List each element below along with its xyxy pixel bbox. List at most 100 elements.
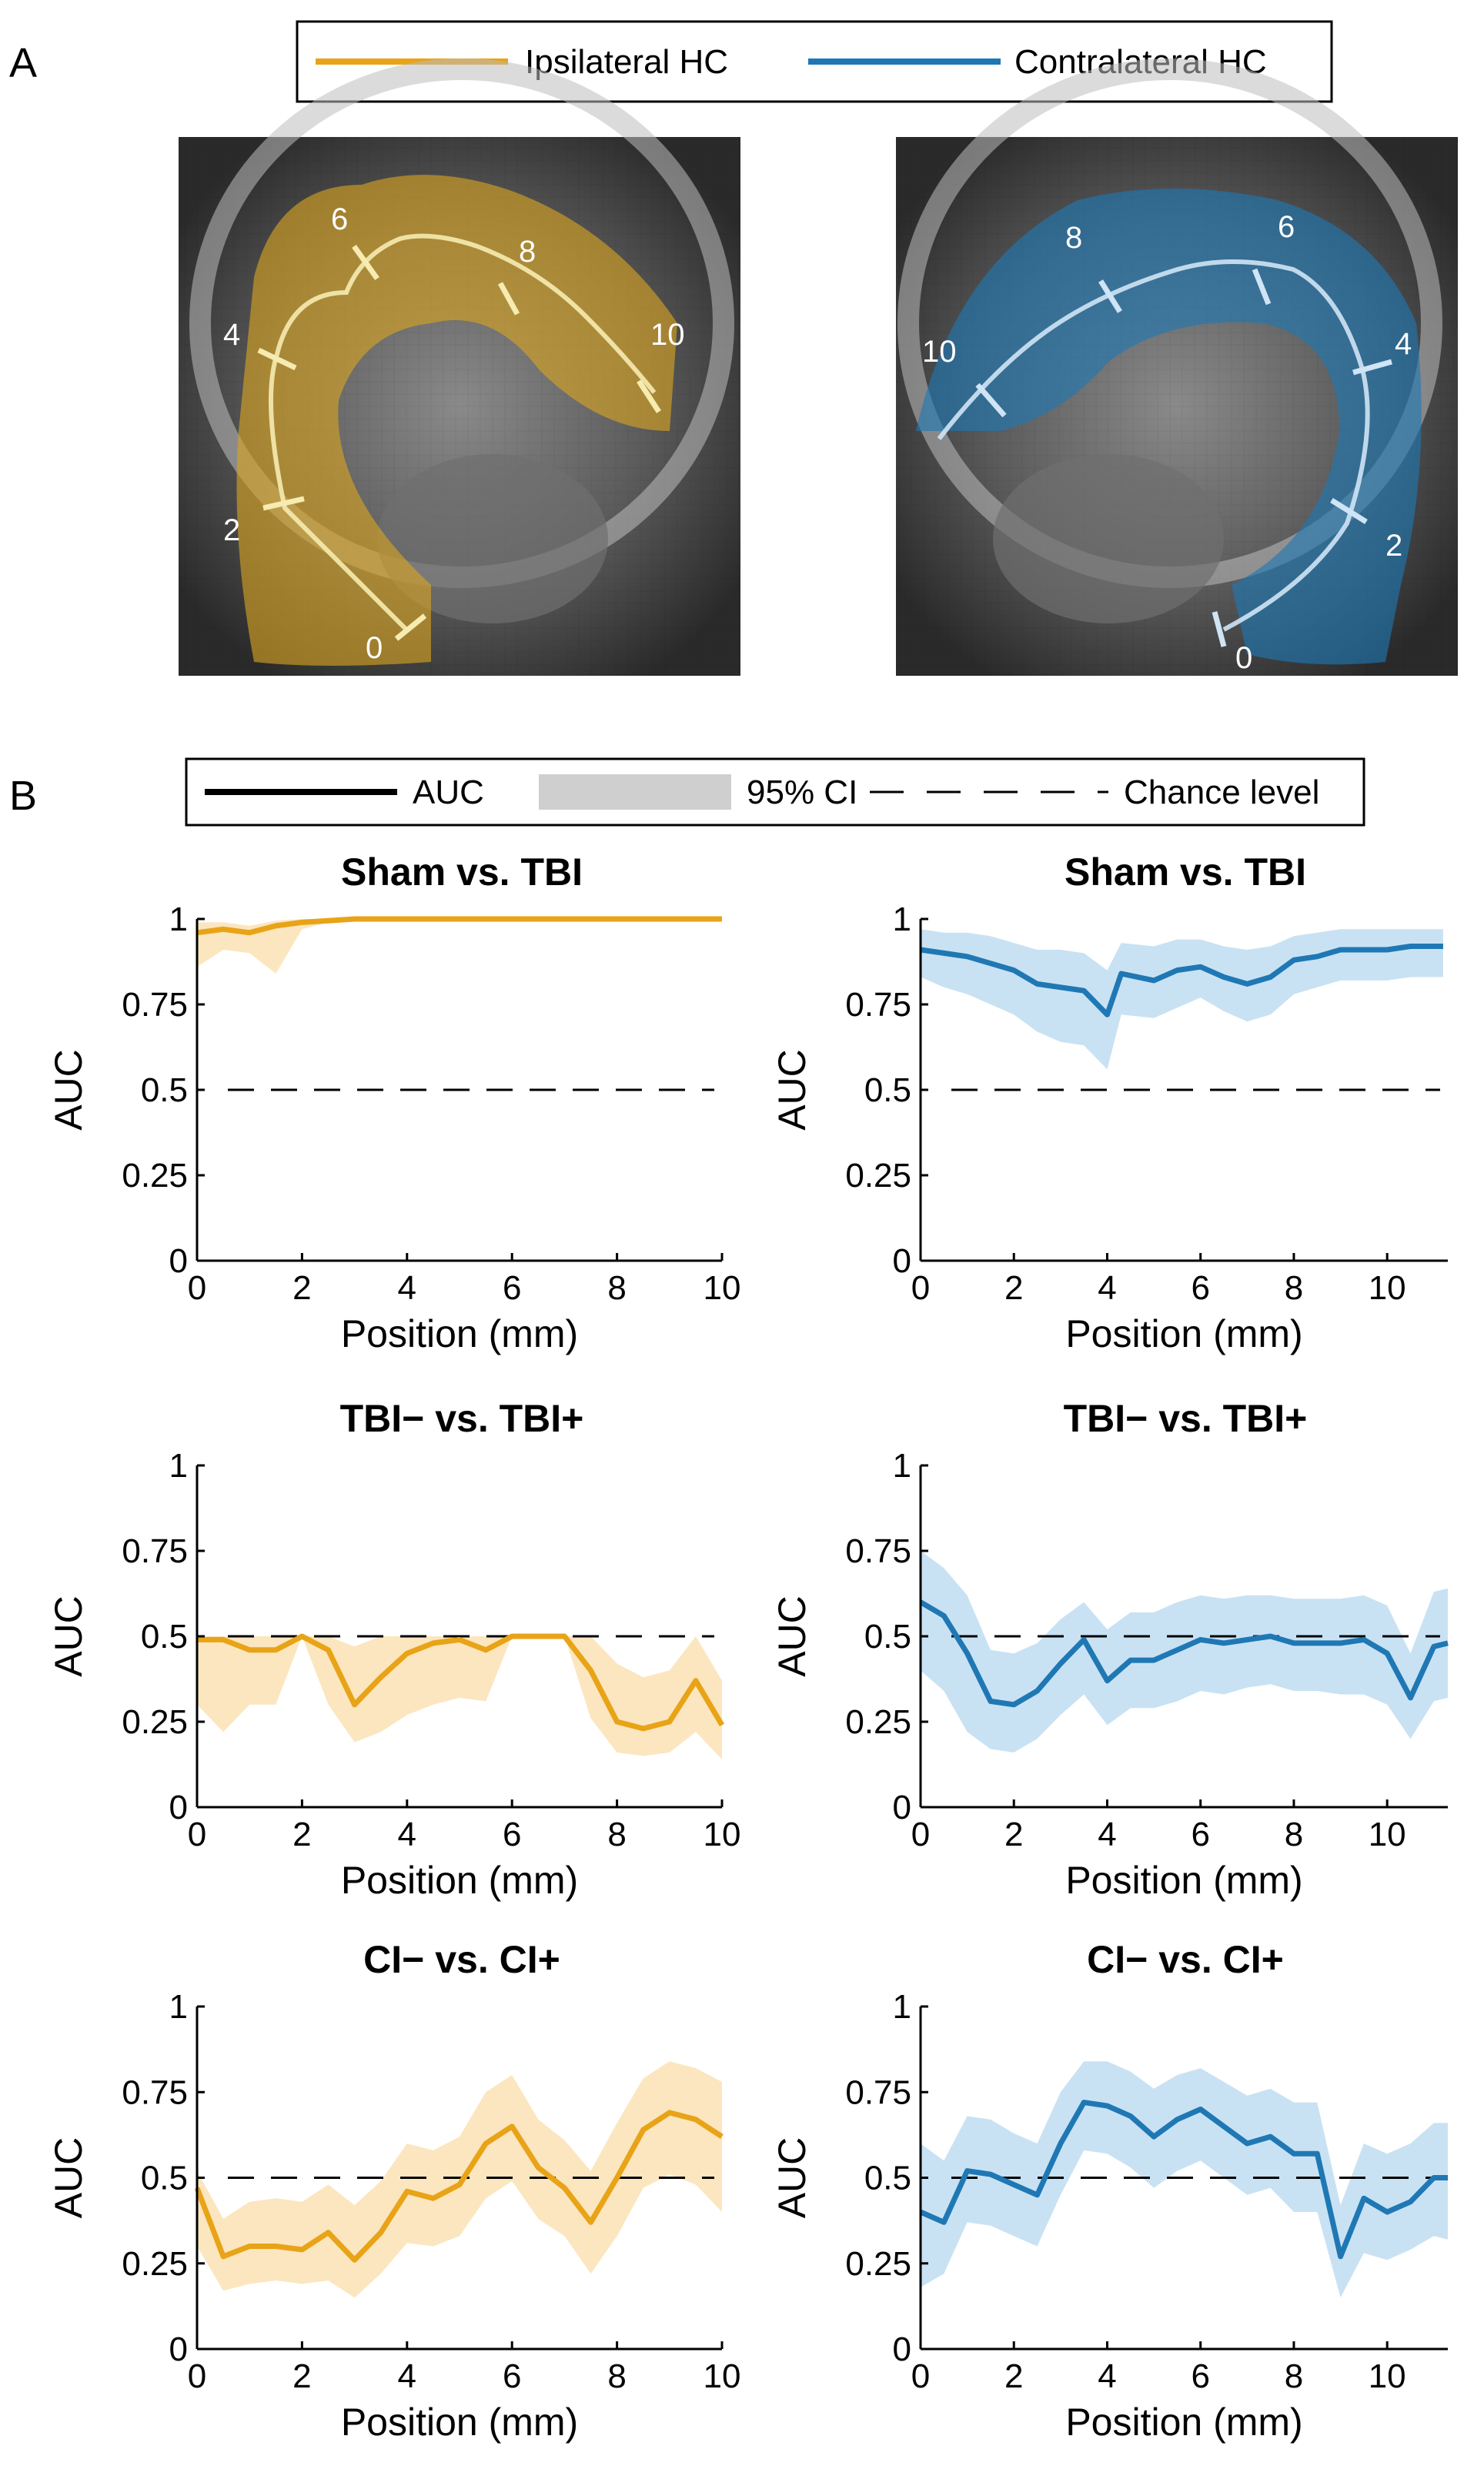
y-axis-label: AUC (47, 1049, 90, 1131)
x-tick-label: 10 (1369, 1816, 1406, 1853)
x-tick-label: 2 (1004, 1816, 1023, 1853)
y-tick-label: 0 (893, 2331, 911, 2368)
x-tick-label: 0 (188, 1816, 206, 1853)
x-tick-label: 0 (911, 1816, 930, 1853)
ci-band (197, 2061, 722, 2298)
ipsi-ticks (257, 244, 661, 641)
y-tick-label: 1 (893, 1988, 911, 2026)
x-axis-label: Position (mm) (1065, 2401, 1302, 2444)
y-tick-label: 1 (169, 901, 188, 938)
panel-b-letter: B (9, 773, 37, 819)
contra-hippocampus-overlay (916, 189, 1422, 665)
y-tick-label: 0.5 (864, 1071, 911, 1109)
y-tick-label: 0 (893, 1789, 911, 1826)
ipsi-centerline (269, 233, 657, 633)
ci-band (921, 2061, 1448, 2298)
contra-marker-0: 0 (1235, 641, 1252, 675)
chart-title: Sham vs. TBI (1065, 850, 1306, 894)
x-tick-label: 0 (911, 1269, 930, 1307)
panel-a-letter: A (9, 40, 37, 86)
x-tick-label: 6 (503, 1269, 521, 1307)
contra-ticks (975, 268, 1392, 647)
x-tick-label: 10 (704, 1816, 741, 1853)
ipsi-marker-8: 8 (519, 235, 536, 269)
x-tick-label: 10 (1369, 2357, 1406, 2395)
y-tick-label: 0.25 (122, 1157, 188, 1195)
auc-line (919, 1599, 1449, 1708)
panel-b-legend: AUC 95% CI Chance level (185, 757, 1365, 827)
x-tick-label: 8 (1285, 1269, 1303, 1307)
auc-line (920, 944, 1443, 1017)
y-tick-label: 0 (169, 2331, 188, 2368)
y-tick-label: 0.25 (845, 1157, 911, 1195)
x-tick-label: 6 (1191, 1816, 1209, 1853)
y-tick-label: 0.5 (141, 1618, 188, 1656)
y-tick-label: 1 (169, 1447, 188, 1485)
x-tick-label: 6 (1191, 2357, 1209, 2395)
x-tick-label: 2 (1004, 2357, 1023, 2395)
y-tick-label: 0.5 (141, 1071, 188, 1109)
legend-ipsi-label: Ipsilateral HC (525, 43, 728, 81)
y-tick-label: 1 (893, 1447, 911, 1485)
legend-auc-label: AUC (413, 774, 484, 811)
chart-title: TBI− vs. TBI+ (340, 1397, 584, 1440)
mri-image-contralateral: 0 2 4 6 8 10 (896, 58, 1458, 676)
chart-title: CI− vs. CI+ (1087, 1938, 1284, 1981)
x-tick-label: 10 (704, 2357, 741, 2395)
x-tick-label: 8 (607, 2357, 626, 2395)
auc-line (919, 2100, 1448, 2260)
y-axis-label: AUC (770, 1596, 814, 1677)
x-tick-label: 2 (292, 1269, 311, 1307)
x-tick-label: 0 (911, 2357, 930, 2395)
contra-marker-2: 2 (1385, 529, 1402, 563)
x-tick-label: 8 (607, 1269, 626, 1307)
x-tick-label: 6 (1191, 1269, 1209, 1307)
x-axis-label: Position (mm) (1065, 1859, 1302, 1902)
auc-line (194, 2110, 724, 2263)
contra-marker-4: 4 (1395, 327, 1412, 361)
x-axis-label: Position (mm) (1065, 1312, 1302, 1355)
y-tick-label: 0.5 (141, 2160, 188, 2197)
y-tick-label: 0.75 (122, 2073, 188, 2111)
y-axis-label: AUC (47, 2137, 90, 2219)
x-tick-label: 0 (188, 2357, 206, 2395)
y-tick-label: 0 (169, 1789, 188, 1826)
ipsi-marker-6: 6 (331, 202, 348, 236)
x-tick-label: 8 (607, 1816, 626, 1853)
y-tick-label: 0.5 (864, 2160, 911, 2197)
contra-centerline (937, 259, 1370, 632)
ipsi-marker-10: 10 (650, 318, 685, 352)
x-tick-label: 6 (503, 1816, 521, 1853)
y-tick-label: 1 (169, 1988, 188, 2026)
x-tick-label: 4 (1098, 2357, 1116, 2395)
chart-title: TBI− vs. TBI+ (1064, 1397, 1308, 1440)
y-tick-label: 0 (893, 1242, 911, 1280)
ipsi-marker-0: 0 (366, 631, 383, 665)
contra-marker-10: 10 (922, 335, 957, 369)
ci-band (921, 929, 1443, 1070)
ci-band (197, 1636, 722, 1759)
x-tick-label: 6 (503, 2357, 521, 2395)
legend-chance-label: Chance level (1124, 774, 1319, 811)
ipsi-marker-2: 2 (223, 513, 240, 547)
y-tick-label: 0.75 (845, 1532, 911, 1570)
ipsi-marker-4: 4 (223, 318, 240, 352)
x-tick-label: 2 (292, 1816, 311, 1853)
ci-band (921, 1551, 1448, 1753)
y-tick-label: 0.75 (845, 2073, 911, 2111)
x-tick-label: 4 (398, 1816, 416, 1853)
y-tick-label: 0.25 (122, 2245, 188, 2283)
y-axis-label: AUC (770, 1049, 814, 1131)
contra-marker-6: 6 (1278, 210, 1295, 244)
x-axis-label: Position (mm) (341, 1312, 578, 1355)
x-tick-label: 2 (292, 2357, 311, 2395)
y-tick-label: 0.75 (122, 986, 188, 1024)
auc-line (196, 916, 722, 936)
